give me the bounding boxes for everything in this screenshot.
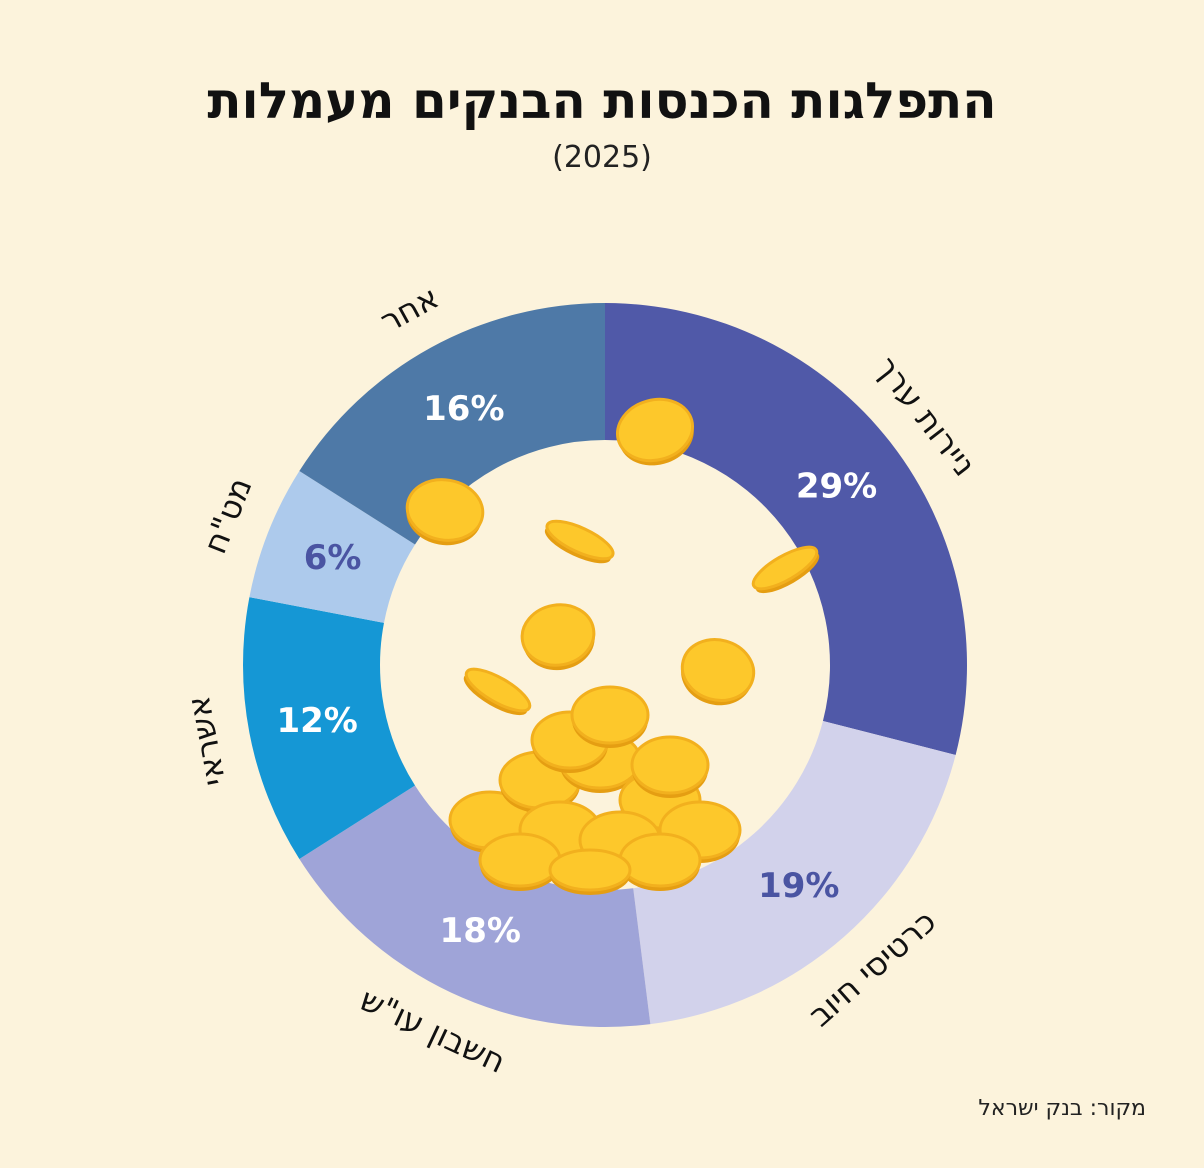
donut-hole <box>380 440 830 890</box>
donut-slice <box>605 303 967 756</box>
coin-icon <box>548 848 632 892</box>
coin-icon <box>615 397 695 463</box>
coin-icon <box>405 478 485 542</box>
donut-slice <box>299 303 605 545</box>
chart-subtitle: (2025) <box>552 140 652 175</box>
donut-slice <box>299 785 651 1027</box>
slice-value-label: 16% <box>423 389 504 429</box>
slice-value-label: 29% <box>796 466 877 506</box>
donut-slice <box>242 597 416 859</box>
slice-value-label: 6% <box>304 538 362 578</box>
coin-icon <box>545 519 615 561</box>
coin-icon <box>464 667 532 713</box>
coin-icon <box>478 832 562 888</box>
coin-icon <box>751 545 819 591</box>
slice-value-label: 19% <box>758 866 839 906</box>
slice-value-label: 12% <box>276 701 357 741</box>
slice-category-label: מט"ח <box>195 472 259 559</box>
coin-icon <box>630 735 710 795</box>
slice-category-label: אשראי <box>179 693 233 789</box>
slice-value-label: 18% <box>440 911 521 951</box>
donut-slice <box>633 720 956 1025</box>
source-note: מקור: בנק ישראל <box>978 1096 1146 1121</box>
coin-icon <box>680 638 756 702</box>
chart-title: התפלגות הכנסות הבנקים מעמלות <box>207 72 997 130</box>
coin-icon <box>618 832 702 888</box>
slice-category-label: אחר <box>374 278 445 340</box>
coin-icon <box>570 685 650 745</box>
donut-slice <box>249 471 416 623</box>
coin-icon <box>520 603 596 667</box>
